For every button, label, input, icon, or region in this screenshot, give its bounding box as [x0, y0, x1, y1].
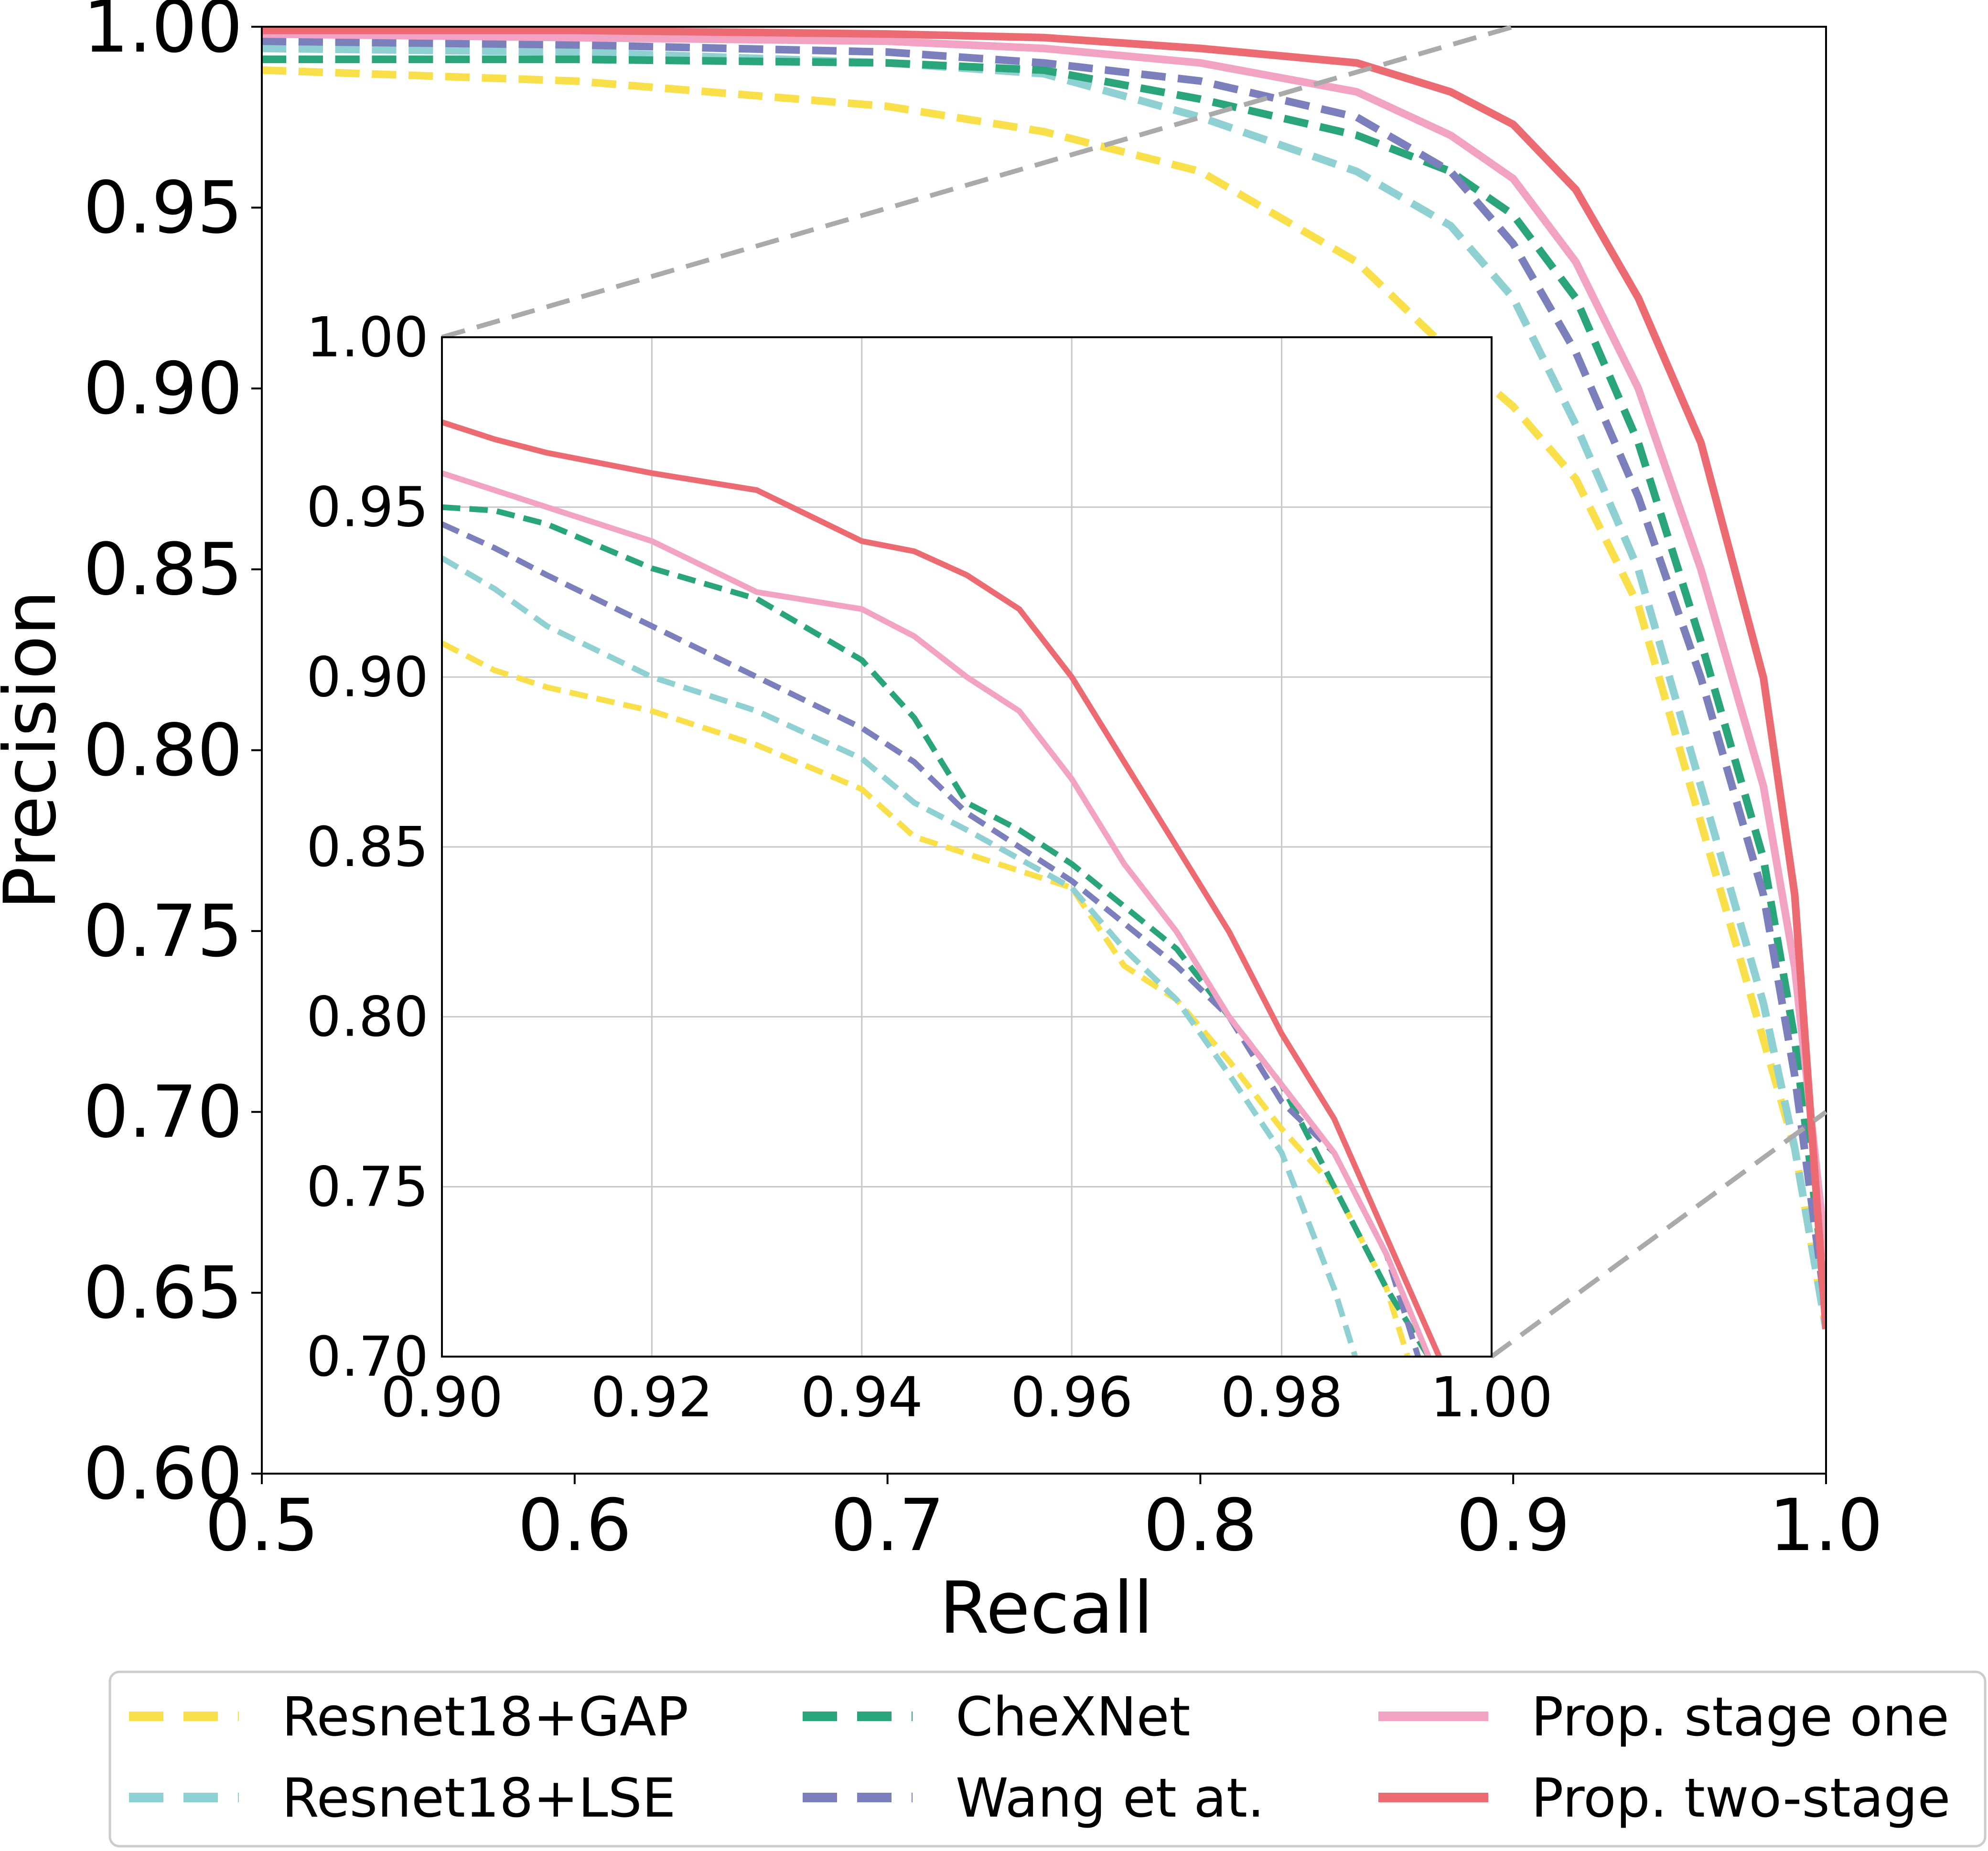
main-x-tick-label: 0.5	[205, 1484, 319, 1567]
main-x-tick-label: 0.7	[830, 1484, 945, 1567]
legend-label-0: Resnet18+GAP	[282, 1686, 688, 1748]
inset-y-tick-label: 0.90	[306, 645, 429, 709]
main-series-line-3	[262, 37, 1826, 1312]
main-y-tick-label: 1.00	[83, 0, 243, 69]
inset-y-tick-label: 0.70	[306, 1325, 429, 1389]
main-x-tick-label: 0.8	[1143, 1484, 1257, 1567]
main-y-tick-label: 0.60	[83, 1433, 243, 1516]
legend-label-4: Prop. stage one	[1531, 1686, 1949, 1748]
inset-series-line-1	[442, 556, 1358, 1357]
main-y-tick-label: 0.85	[83, 528, 243, 611]
inset-y-tick-label: 0.75	[306, 1155, 429, 1219]
main-ticks: 0.5 0.6 0.7 0.8 0.9 1.00.600.650.700.750.800.…	[83, 0, 1883, 1567]
inset-series-line-5	[442, 419, 1442, 1357]
main-series-line-1	[262, 44, 1826, 1330]
legend-label-2: CheXNet	[956, 1686, 1190, 1748]
inset-series-line-3	[442, 521, 1421, 1357]
inset-series-line-2	[442, 504, 1431, 1357]
inset-series	[442, 419, 1442, 1357]
y-axis-label: Precision	[0, 590, 72, 909]
inset-ticks: 0.90 0.92 0.94 0.96 0.98 1.00 0.70 0.75 0.80 0.85…	[306, 306, 1553, 1430]
legend: Resnet18+GAP Resnet18+LSE CheXNet Wang et a…	[108, 1670, 1987, 1848]
main-series-line-4	[262, 30, 1826, 1257]
main-x-tick-label: 1.0	[1769, 1484, 1883, 1567]
main-y-tick-label: 0.75	[83, 890, 243, 973]
legend-frame	[108, 1670, 1987, 1848]
main-y-tick-label: 0.90	[83, 347, 243, 430]
inset-x-tick-label: 0.96	[1010, 1366, 1133, 1430]
inset-y-tick-label: 1.00	[306, 306, 429, 370]
main-x-tick-label: 0.6	[518, 1484, 632, 1567]
inset-y-tick-label: 0.80	[306, 985, 429, 1049]
main-series-line-5	[262, 27, 1826, 1329]
inset-x-tick-label: 0.98	[1221, 1366, 1343, 1430]
inset-y-tick-label: 0.95	[306, 476, 429, 540]
inset-x-tick-label: 1.00	[1430, 1366, 1553, 1430]
inset-y-tick-label: 0.85	[306, 815, 429, 879]
main-x-tick-label: 0.9	[1456, 1484, 1570, 1567]
legend-label-5: Prop. two-stage	[1531, 1767, 1950, 1830]
inset-x-tick-label: 0.92	[591, 1366, 713, 1430]
main-plot-frame	[261, 26, 1827, 1475]
zoom-connector-line-1	[1490, 1110, 1827, 1359]
zoom-connector-line-0	[441, 24, 1514, 340]
main-y-tick-label: 0.80	[83, 709, 243, 792]
inset-series-line-0	[442, 640, 1410, 1357]
inset-x-tick-label: 0.90	[381, 1366, 503, 1430]
x-axis-label: Recall	[939, 1567, 1153, 1650]
main-y-tick-label: 0.70	[83, 1071, 243, 1154]
zoom-connectors	[441, 24, 1827, 1359]
inset-series-line-4	[442, 470, 1431, 1357]
main-y-tick-label: 0.65	[83, 1252, 243, 1335]
legend-label-3: Wang et at.	[956, 1767, 1264, 1830]
legend-label-1: Resnet18+LSE	[282, 1767, 676, 1830]
inset-plot-frame	[441, 336, 1493, 1358]
inset-x-tick-label: 0.94	[801, 1366, 923, 1430]
main-y-tick-label: 0.95	[83, 167, 243, 250]
